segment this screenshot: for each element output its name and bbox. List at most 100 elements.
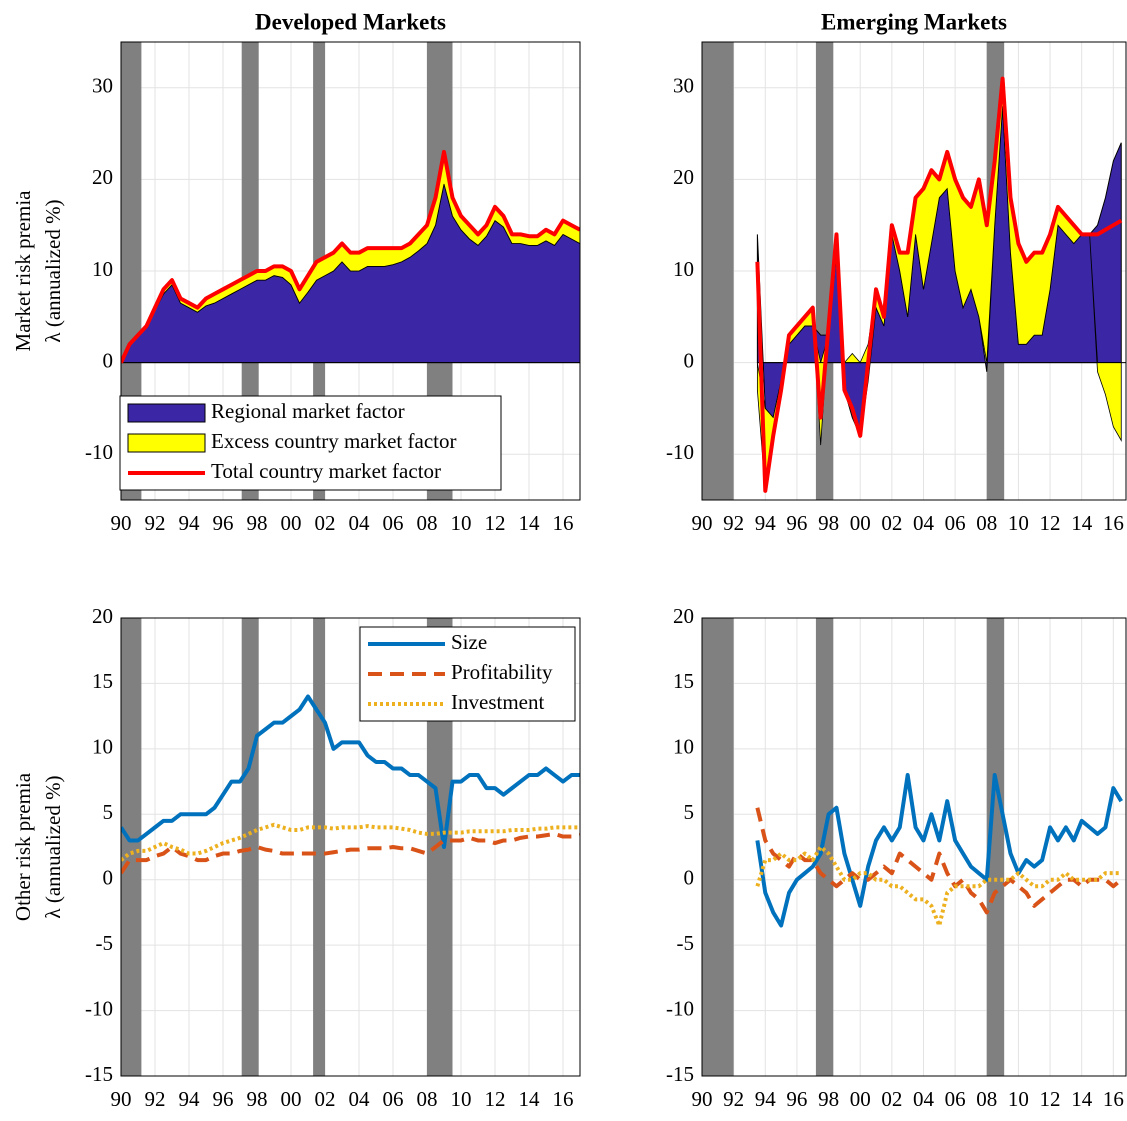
x-tick-label: 02 [315,1087,336,1111]
x-tick-label: 98 [818,511,839,535]
y-tick-label: -15 [85,1062,113,1086]
x-tick-label: 90 [692,1087,713,1111]
y-axis-label: Other risk premia [11,772,35,921]
plot-area [702,618,1126,1076]
y-tick-label: 20 [673,604,694,628]
y-tick-label: 30 [673,74,694,98]
y-tick-label: -10 [666,440,694,464]
x-tick-label: 14 [1071,511,1093,535]
x-tick-label: 94 [755,1087,777,1111]
x-tick-label: 10 [1008,511,1029,535]
x-tick-label: 94 [179,1087,201,1111]
x-tick-label: 00 [850,511,871,535]
y-tick-label: 5 [684,800,695,824]
x-tick-label: 00 [850,1087,871,1111]
y-tick-label: 0 [684,866,695,890]
x-tick-label: 10 [451,511,472,535]
recession-band [702,42,734,500]
y-tick-label: -5 [677,931,695,955]
recession-band [702,618,734,1076]
y-tick-label: 10 [673,735,694,759]
x-tick-label: 12 [485,511,506,535]
y-tick-label: -10 [666,996,694,1020]
x-tick-label: 08 [417,511,438,535]
y-axis-label: λ (annualized %) [41,775,65,918]
x-tick-label: 08 [417,1087,438,1111]
x-tick-label: 08 [976,511,997,535]
x-tick-label: 96 [786,1087,807,1111]
x-tick-label: 90 [111,511,132,535]
y-tick-label: -5 [96,931,114,955]
x-tick-label: 96 [786,511,807,535]
legend-label: Investment [451,690,544,714]
x-tick-label: 12 [485,1087,506,1111]
y-tick-label: 10 [673,257,694,281]
x-tick-label: 98 [247,1087,268,1111]
series-line [121,831,580,875]
series-line [121,149,580,364]
x-tick-label: 96 [213,1087,234,1111]
x-tick-label: 16 [553,511,574,535]
x-tick-label: 92 [145,511,166,535]
legend-label: Regional market factor [211,399,405,423]
x-tick-label: 98 [818,1087,839,1111]
legend-label: Profitability [451,660,553,684]
series-line [121,694,580,849]
x-tick-label: 14 [519,511,541,535]
legend-label: Total country market factor [211,459,441,483]
x-tick-label: 06 [945,1087,966,1111]
y-axis-label: λ (annualized %) [41,199,65,342]
x-tick-label: 14 [519,1087,541,1111]
plot-area [702,42,1126,500]
recession-band [815,42,834,500]
y-tick-label: 15 [673,669,694,693]
x-tick-label: 14 [1071,1087,1093,1111]
x-tick-label: 10 [1008,1087,1029,1111]
x-tick-label: 98 [247,511,268,535]
legend-label: Excess country market factor [211,429,456,453]
recession-band [121,618,142,1076]
regional-area [121,183,580,364]
x-tick-label: 12 [1040,511,1061,535]
recession-band [241,42,259,500]
x-tick-label: 92 [723,511,744,535]
y-tick-label: -10 [85,440,113,464]
recession-band [241,618,259,1076]
x-tick-label: 04 [349,511,371,535]
series-line [755,807,1123,915]
x-tick-label: 04 [913,511,935,535]
x-tick-label: 90 [111,1087,132,1111]
x-tick-label: 04 [349,1087,371,1111]
series-line [755,76,1123,493]
y-tick-label: -10 [85,996,113,1020]
x-tick-label: 06 [945,511,966,535]
axes-box [120,41,581,501]
x-tick-label: 00 [281,1087,302,1111]
y-tick-label: 20 [92,604,113,628]
x-tick-label: 00 [281,511,302,535]
y-tick-label: 10 [92,257,113,281]
y-tick-label: 30 [92,74,113,98]
y-tick-label: 20 [673,165,694,189]
series-line [755,773,1123,928]
legend-swatch [127,433,206,453]
x-tick-label: 10 [451,1087,472,1111]
recession-band [815,618,834,1076]
y-tick-label: 20 [92,165,113,189]
recession-band [121,42,142,500]
chart-title: Developed Markets [255,9,446,34]
x-tick-label: 02 [881,511,902,535]
y-tick-label: -15 [666,1062,694,1086]
y-tick-label: 5 [103,800,114,824]
series-line [121,822,580,862]
y-tick-label: 0 [103,348,114,372]
x-tick-label: 08 [976,1087,997,1111]
x-tick-label: 12 [1040,1087,1061,1111]
x-tick-label: 06 [383,511,404,535]
axes-box [120,617,581,1077]
y-tick-label: 15 [92,669,113,693]
x-tick-label: 90 [692,511,713,535]
x-tick-label: 02 [315,511,336,535]
